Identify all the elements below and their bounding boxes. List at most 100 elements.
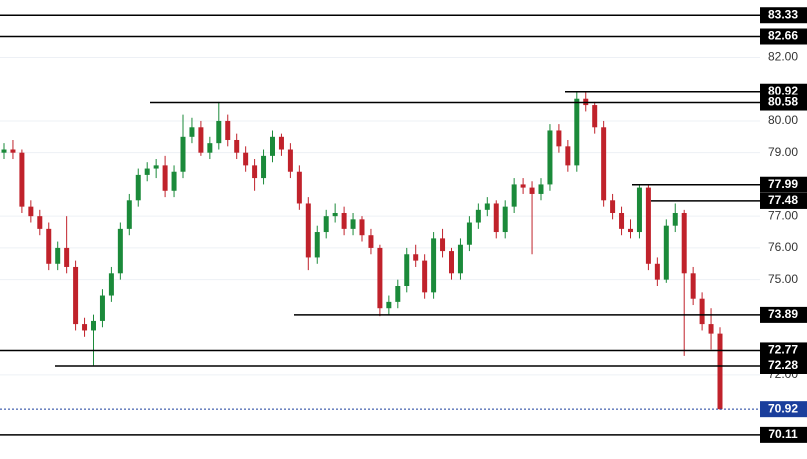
candle-body bbox=[395, 286, 401, 302]
candle-body bbox=[601, 127, 607, 201]
level-label: 72.77 bbox=[768, 343, 798, 357]
candle-body bbox=[261, 155, 267, 179]
y-tick-label: 79.00 bbox=[768, 145, 798, 159]
candle-body bbox=[82, 324, 88, 331]
candle-body bbox=[547, 130, 553, 185]
candle-body bbox=[180, 136, 186, 172]
candle-body bbox=[207, 143, 213, 153]
candle-body bbox=[645, 187, 651, 264]
candle-body bbox=[270, 136, 275, 156]
candle-body bbox=[234, 139, 240, 153]
candle-body bbox=[708, 324, 714, 334]
candle-body bbox=[278, 136, 284, 150]
candle-body bbox=[663, 225, 669, 280]
candle-body bbox=[332, 212, 338, 217]
candle-body bbox=[350, 219, 356, 229]
candle-body bbox=[404, 254, 410, 287]
candle-body bbox=[1, 149, 7, 153]
candle-body bbox=[243, 152, 249, 166]
candle-body bbox=[55, 247, 61, 264]
candle-body bbox=[287, 149, 293, 172]
candle-body bbox=[216, 120, 222, 144]
candle-body bbox=[592, 105, 598, 128]
level-label-box bbox=[760, 28, 807, 45]
level-label-box bbox=[760, 7, 807, 24]
level-label-box bbox=[760, 357, 807, 374]
level-label: 70.11 bbox=[768, 427, 798, 441]
candle-body bbox=[10, 149, 16, 153]
level-label: 77.48 bbox=[768, 193, 798, 207]
candle-body bbox=[475, 209, 481, 223]
candle-body bbox=[189, 127, 195, 137]
y-tick-label: 82.00 bbox=[768, 50, 798, 64]
candle-body bbox=[323, 216, 329, 233]
candle-body bbox=[619, 212, 625, 229]
candle-body bbox=[574, 98, 580, 166]
candle-body bbox=[341, 212, 347, 229]
candle-body bbox=[99, 295, 105, 321]
candle-body bbox=[117, 228, 123, 274]
y-tick-label: 75.00 bbox=[768, 272, 798, 286]
level-label: 80.92 bbox=[768, 84, 798, 98]
candle-body bbox=[153, 165, 159, 169]
candle-body bbox=[466, 222, 472, 245]
candle-body bbox=[654, 263, 660, 280]
candle-body bbox=[717, 333, 723, 410]
candle-body bbox=[556, 130, 562, 147]
candle-body bbox=[493, 203, 499, 233]
candle-body bbox=[386, 301, 392, 309]
candle-body bbox=[252, 165, 258, 179]
candle-body bbox=[91, 320, 96, 331]
candle-body bbox=[135, 174, 141, 201]
candle-body bbox=[126, 200, 132, 229]
level-label: 72.28 bbox=[768, 358, 798, 372]
candle-body bbox=[690, 273, 696, 299]
y-tick-label: 77.00 bbox=[768, 208, 798, 222]
candle-body bbox=[28, 206, 34, 217]
candle-body bbox=[19, 152, 25, 207]
candle-body bbox=[162, 165, 168, 191]
candle-body bbox=[502, 206, 508, 233]
candle-body bbox=[628, 228, 633, 233]
candle-body bbox=[610, 200, 616, 213]
candle-body bbox=[305, 203, 311, 258]
candle-body bbox=[368, 235, 374, 248]
last-price-label: 70.92 bbox=[768, 401, 798, 415]
level-label-box bbox=[760, 176, 807, 193]
candle-body bbox=[699, 298, 705, 325]
candle-body bbox=[108, 273, 114, 296]
y-tick-label: 76.00 bbox=[768, 240, 798, 254]
level-label-box bbox=[760, 342, 807, 359]
candle-body bbox=[484, 203, 490, 210]
level-label: 73.89 bbox=[768, 307, 798, 321]
candle-body bbox=[64, 247, 70, 267]
level-label: 80.58 bbox=[768, 95, 798, 109]
candle-body bbox=[37, 216, 43, 229]
candle-body bbox=[46, 228, 52, 264]
candle-body bbox=[296, 171, 302, 204]
candle-body bbox=[314, 232, 320, 258]
candle-body bbox=[171, 171, 177, 191]
last-price-box bbox=[760, 401, 807, 418]
y-tick-label: 80.00 bbox=[768, 113, 798, 127]
candle-body bbox=[511, 184, 517, 207]
candle-body bbox=[422, 260, 428, 293]
candle-body bbox=[431, 238, 437, 293]
candle-body bbox=[449, 251, 454, 274]
level-label: 83.33 bbox=[768, 7, 798, 21]
candle-body bbox=[359, 219, 365, 236]
candle-body bbox=[440, 238, 446, 252]
level-label: 77.99 bbox=[768, 177, 798, 191]
candle-body bbox=[538, 184, 544, 194]
candle-body bbox=[672, 212, 678, 226]
candle-body bbox=[144, 168, 150, 175]
candle-body bbox=[457, 244, 463, 274]
candle-body bbox=[565, 146, 571, 166]
candle-body bbox=[377, 247, 383, 309]
level-label-box bbox=[760, 94, 807, 111]
candle-body bbox=[529, 187, 535, 194]
level-label: 82.66 bbox=[768, 29, 798, 43]
level-label-box bbox=[760, 192, 807, 209]
